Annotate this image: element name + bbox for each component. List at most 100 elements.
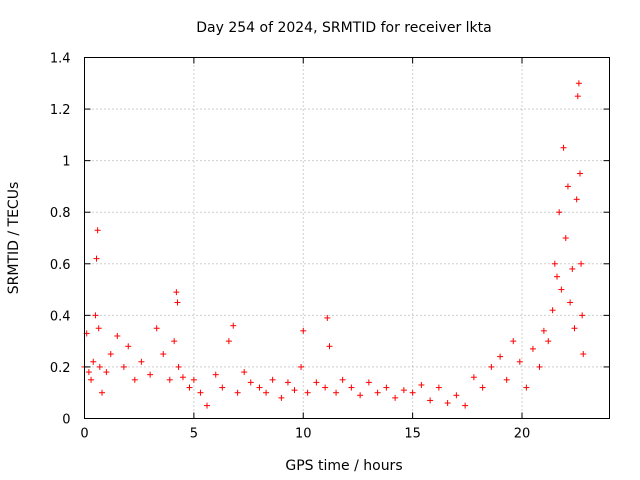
data-point — [179, 374, 186, 381]
x-axis-label: GPS time / hours — [285, 458, 402, 474]
data-point — [212, 371, 219, 378]
x-tick-label: 5 — [190, 427, 198, 442]
data-point — [241, 369, 248, 376]
data-point — [579, 312, 586, 319]
data-point — [479, 384, 486, 391]
data-point — [298, 363, 305, 370]
data-point — [96, 363, 103, 370]
data-point — [326, 343, 333, 350]
data-point — [120, 363, 127, 370]
y-tick-label: 0.8 — [50, 206, 71, 221]
data-point — [453, 392, 460, 399]
data-point — [230, 322, 237, 329]
data-point — [348, 384, 355, 391]
data-point — [383, 384, 390, 391]
x-tick-label: 20 — [514, 427, 531, 442]
data-point — [409, 389, 416, 396]
data-points — [81, 80, 587, 409]
data-point — [131, 376, 138, 383]
data-point — [114, 332, 121, 339]
y-axis-label: SRMTID / TECUs — [6, 182, 22, 295]
data-point — [173, 289, 180, 296]
x-tick-label: 0 — [80, 427, 88, 442]
x-tick-label: 15 — [404, 427, 421, 442]
data-point — [107, 351, 114, 358]
grid-lines — [84, 57, 610, 419]
data-point — [578, 260, 585, 267]
data-point — [554, 273, 560, 280]
data-point — [374, 389, 381, 396]
data-point — [536, 363, 543, 370]
data-point — [400, 387, 407, 394]
data-point — [263, 389, 270, 396]
data-point — [560, 144, 567, 151]
data-point — [313, 379, 320, 386]
data-point — [304, 389, 311, 396]
data-point — [510, 338, 517, 345]
data-point — [571, 325, 578, 332]
data-point — [99, 389, 105, 396]
data-point — [470, 374, 477, 381]
data-point — [85, 369, 92, 376]
data-point — [556, 209, 563, 216]
data-point — [166, 376, 173, 383]
data-point — [549, 307, 556, 314]
x-tick-label: 10 — [295, 427, 312, 442]
data-point — [497, 353, 504, 360]
data-point — [219, 384, 226, 391]
axis-ticks: 0 5 10 15 20 0 0.2 0.4 0.6 0.8 1 1.2 1.4 — [50, 52, 610, 442]
data-point — [147, 371, 154, 378]
plot-frame — [84, 57, 610, 419]
data-point — [564, 183, 571, 190]
data-point — [204, 402, 210, 409]
data-point — [197, 389, 204, 396]
data-point — [574, 93, 581, 100]
data-point — [138, 358, 145, 365]
data-point — [94, 227, 101, 234]
data-point — [90, 358, 97, 365]
data-point — [427, 397, 434, 404]
data-point — [125, 343, 132, 350]
y-tick-label: 1 — [62, 155, 70, 170]
data-point — [190, 376, 197, 383]
data-point — [300, 327, 307, 334]
data-point — [322, 384, 329, 391]
data-point — [92, 312, 99, 319]
data-point — [569, 265, 576, 272]
y-tick-label: 1.2 — [50, 103, 71, 118]
y-tick-label: 0.4 — [50, 309, 71, 324]
data-point — [580, 351, 587, 358]
data-point — [153, 325, 160, 332]
data-point — [545, 338, 552, 345]
data-point — [256, 384, 263, 391]
data-point — [575, 80, 582, 87]
data-point — [225, 338, 232, 345]
data-point — [93, 255, 100, 262]
data-point — [573, 196, 580, 203]
data-point — [503, 376, 510, 383]
data-point — [174, 299, 181, 306]
data-point — [171, 338, 178, 345]
data-point — [186, 384, 193, 391]
data-point — [488, 363, 495, 370]
data-point — [324, 314, 331, 321]
data-point — [529, 345, 536, 352]
data-point — [291, 387, 298, 394]
data-point — [278, 394, 285, 401]
y-tick-label: 0 — [62, 413, 70, 428]
data-point — [462, 402, 469, 409]
data-point — [567, 299, 574, 306]
data-point — [562, 235, 569, 241]
data-point — [435, 384, 442, 391]
data-point — [558, 286, 565, 293]
data-point — [95, 325, 102, 332]
data-point — [576, 170, 583, 177]
data-point — [103, 369, 110, 376]
data-point — [160, 351, 167, 358]
data-point — [175, 363, 182, 370]
data-point — [339, 376, 346, 383]
data-point — [247, 379, 254, 386]
data-point — [357, 392, 364, 399]
data-point — [540, 327, 547, 334]
